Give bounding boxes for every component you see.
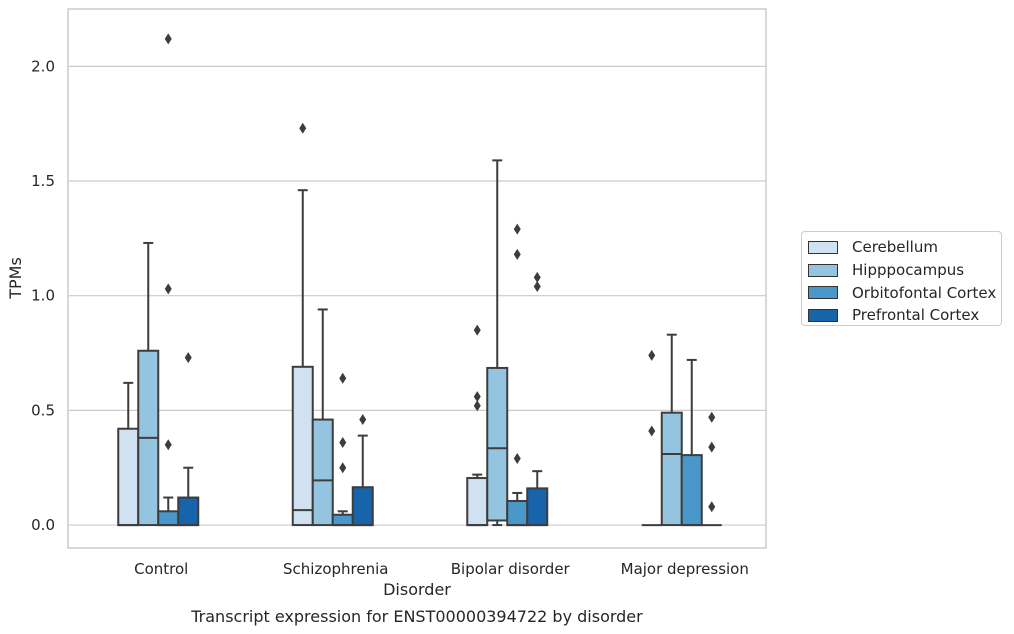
- outlier-point: [473, 400, 481, 412]
- outlier-point: [339, 462, 347, 474]
- outlier-point: [473, 391, 481, 403]
- legend-swatch: [808, 308, 838, 322]
- box: [660, 333, 683, 527]
- outlier-point: [164, 33, 172, 45]
- box: [701, 411, 722, 527]
- y-axis-title: TPMs: [6, 257, 25, 300]
- box-iqr: [157, 510, 180, 527]
- outlier-point: [339, 372, 347, 384]
- outlier-point: [708, 411, 716, 423]
- box: [117, 381, 140, 527]
- y-tick-label: 0.0: [31, 516, 55, 534]
- box: [680, 358, 703, 527]
- box: [157, 33, 180, 527]
- legend-item: Prefrontal Cortex: [808, 304, 1001, 327]
- x-axis-title: Disorder: [383, 580, 451, 599]
- outlier-point: [339, 436, 347, 448]
- outlier-point: [648, 349, 656, 361]
- legend-swatch: [808, 263, 838, 277]
- outlier-point: [533, 281, 541, 293]
- outlier-point: [359, 414, 367, 426]
- box-iqr: [177, 496, 200, 527]
- outlier-point: [533, 271, 541, 283]
- outlier-point: [708, 441, 716, 453]
- box-iqr: [311, 418, 334, 527]
- box-iqr: [660, 411, 683, 527]
- x-tick-label: Control: [134, 560, 188, 578]
- box: [351, 414, 374, 527]
- x-tick-label: Major depression: [621, 560, 749, 578]
- y-tick-label: 1.5: [31, 172, 55, 190]
- box: [291, 122, 314, 527]
- outlier-point: [473, 324, 481, 336]
- box-iqr: [526, 487, 549, 527]
- box-series: [117, 33, 722, 527]
- box-iqr: [291, 365, 314, 527]
- box: [466, 324, 489, 527]
- outlier-point: [299, 122, 307, 134]
- series-prefrontal-cortex: [177, 271, 722, 527]
- outlier-point: [164, 439, 172, 451]
- legend-label: Hipppocampus: [852, 261, 965, 280]
- box: [177, 352, 200, 527]
- outlier-point: [513, 453, 521, 465]
- box-iqr: [506, 499, 529, 527]
- series-orbitofontal-cortex: [157, 33, 703, 527]
- box-iqr: [331, 513, 354, 527]
- legend-item: Orbitofontal Cortex: [808, 281, 1001, 304]
- legend-label: Prefrontal Cortex: [852, 306, 980, 325]
- series-hipppocampus: [137, 159, 683, 527]
- outlier-point: [708, 501, 716, 513]
- box-iqr: [117, 427, 140, 527]
- legend-label: Orbitofontal Cortex: [852, 283, 997, 302]
- box-iqr: [486, 366, 509, 522]
- legend-item: Cerebellum: [808, 236, 1001, 259]
- series-cerebellum: [117, 122, 662, 527]
- outlier-point: [184, 352, 192, 364]
- box-iqr: [351, 486, 374, 527]
- legend-swatch: [808, 240, 838, 254]
- box: [506, 223, 529, 527]
- outlier-point: [164, 283, 172, 295]
- box-iqr: [466, 477, 489, 527]
- x-tick-label: Schizophrenia: [283, 560, 388, 578]
- outlier-point: [648, 425, 656, 437]
- chart-title: Transcript expression for ENST0000039472…: [190, 607, 643, 626]
- box: [526, 271, 549, 527]
- outlier-point: [513, 248, 521, 260]
- box: [641, 349, 662, 527]
- x-tick-labels: Control Schizophrenia Bipolar disorder Majo…: [134, 560, 749, 578]
- legend: Cerebellum Hipppocampus Orbitofontal Corte…: [801, 231, 1002, 326]
- box: [486, 159, 509, 527]
- legend-item: Hipppocampus: [808, 259, 1001, 282]
- plot-area-frame: [67, 8, 767, 549]
- y-tick-label: 1.0: [31, 287, 55, 305]
- box-iqr: [680, 454, 703, 527]
- y-tick-label: 2.0: [31, 57, 55, 75]
- y-tick-labels: 0.0 0.5 1.0 1.5 2.0: [31, 57, 55, 534]
- x-tick-label: Bipolar disorder: [451, 560, 571, 578]
- legend-swatch: [808, 286, 838, 300]
- legend-label: Cerebellum: [852, 238, 938, 257]
- box: [311, 308, 334, 527]
- box: [331, 372, 354, 527]
- box: [137, 241, 160, 527]
- outlier-point: [513, 223, 521, 235]
- y-tick-label: 0.5: [31, 401, 55, 419]
